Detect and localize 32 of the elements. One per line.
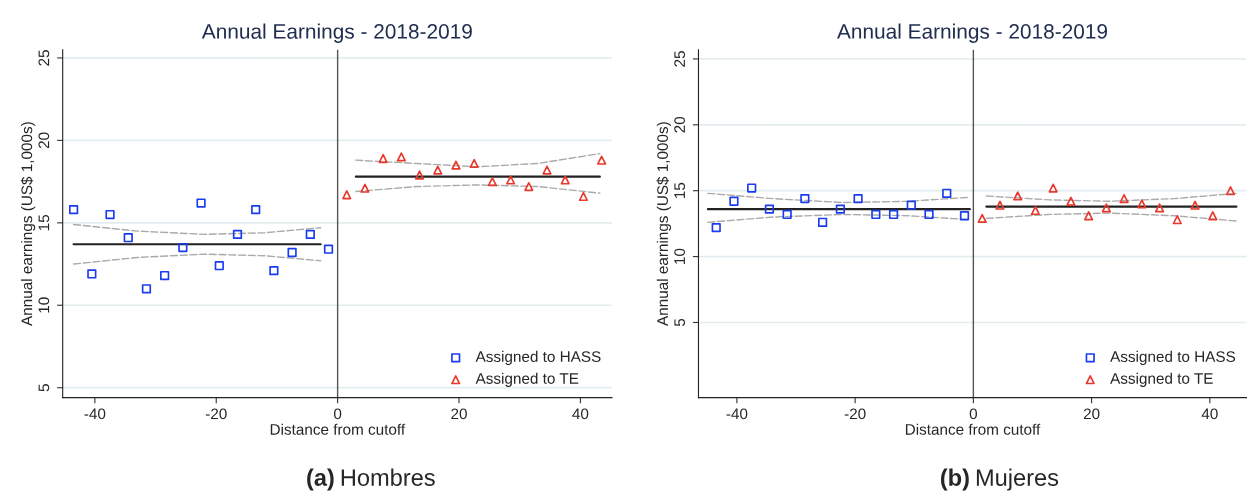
y-tick-label: 5 xyxy=(38,384,50,392)
y-tick-label: 10 xyxy=(674,248,686,264)
chart-title: Annual Earnings - 2018-2019 xyxy=(201,23,472,43)
y-axis-title: Annual earnings (US$ 1,000s) xyxy=(656,122,672,326)
y-tick-label: 25 xyxy=(674,51,686,67)
x-tick-label: 20 xyxy=(1083,408,1100,420)
y-axis-title: Annual earnings (US$ 1,000s) xyxy=(20,122,36,326)
legend-label: Assigned to TE xyxy=(475,372,579,387)
x-tick-label: 0 xyxy=(969,408,978,420)
y-tick-label: 5 xyxy=(674,318,686,327)
y-tick-label: 10 xyxy=(38,297,50,313)
x-tick-label: 20 xyxy=(451,408,467,420)
y-tick-label: 15 xyxy=(674,182,686,199)
x-tick-label: 40 xyxy=(1201,408,1218,420)
x-axis-title: Distance from cutoff xyxy=(270,423,406,435)
legend-label: Assigned to HASS xyxy=(1110,350,1236,366)
legend-label: Assigned to HASS xyxy=(475,350,601,366)
text: (b) Mujeres xyxy=(941,468,1059,491)
y-tick-label: 15 xyxy=(38,214,50,231)
x-tick-label: -20 xyxy=(205,408,227,420)
text: (a) Hombres xyxy=(307,468,435,491)
x-tick-label: -20 xyxy=(844,408,866,420)
x-tick-label: -40 xyxy=(84,408,106,420)
y-tick-label: 25 xyxy=(38,50,50,66)
y-tick-label: 20 xyxy=(38,132,50,149)
legend-label: Assigned to TE xyxy=(1110,372,1213,387)
x-tick-label: -40 xyxy=(726,408,748,420)
chart-title: Annual Earnings - 2018-2019 xyxy=(837,23,1108,43)
x-tick-label: 40 xyxy=(572,408,589,420)
x-tick-label: 0 xyxy=(333,408,342,420)
y-tick-label: 20 xyxy=(674,116,686,133)
x-axis-title: Distance from cutoff xyxy=(905,423,1041,435)
